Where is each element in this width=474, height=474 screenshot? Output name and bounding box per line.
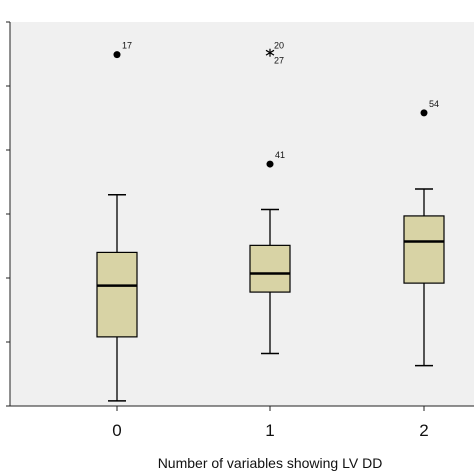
x-axis-title: Number of variables showing LV DD — [158, 455, 383, 471]
x-tick-label: 2 — [419, 421, 428, 440]
outlier-star — [265, 49, 275, 56]
iqr-box — [403, 215, 445, 284]
axes — [6, 21, 474, 407]
outlier-label: 27 — [274, 56, 284, 66]
outlier-label: 54 — [429, 99, 439, 109]
plot-background — [10, 22, 474, 406]
outlier-label: 41 — [275, 150, 285, 160]
boxes-layer: 17 41 20 27 54 — [96, 41, 445, 402]
box-group-0: 17 — [96, 41, 138, 402]
outlier-point — [420, 109, 428, 117]
x-tick-labels: 0 1 2 — [112, 406, 429, 440]
x-tick-label: 0 — [112, 421, 121, 440]
box-group-2: 54 — [403, 99, 445, 367]
outlier-point — [266, 160, 274, 168]
iqr-box — [249, 244, 291, 293]
outlier-label: 20 — [274, 41, 284, 51]
iqr-box — [96, 251, 138, 338]
box-group-1: 41 20 27 — [249, 41, 291, 355]
x-tick-label: 1 — [265, 421, 274, 440]
outlier-point — [113, 51, 121, 59]
outlier-label: 17 — [122, 41, 132, 51]
